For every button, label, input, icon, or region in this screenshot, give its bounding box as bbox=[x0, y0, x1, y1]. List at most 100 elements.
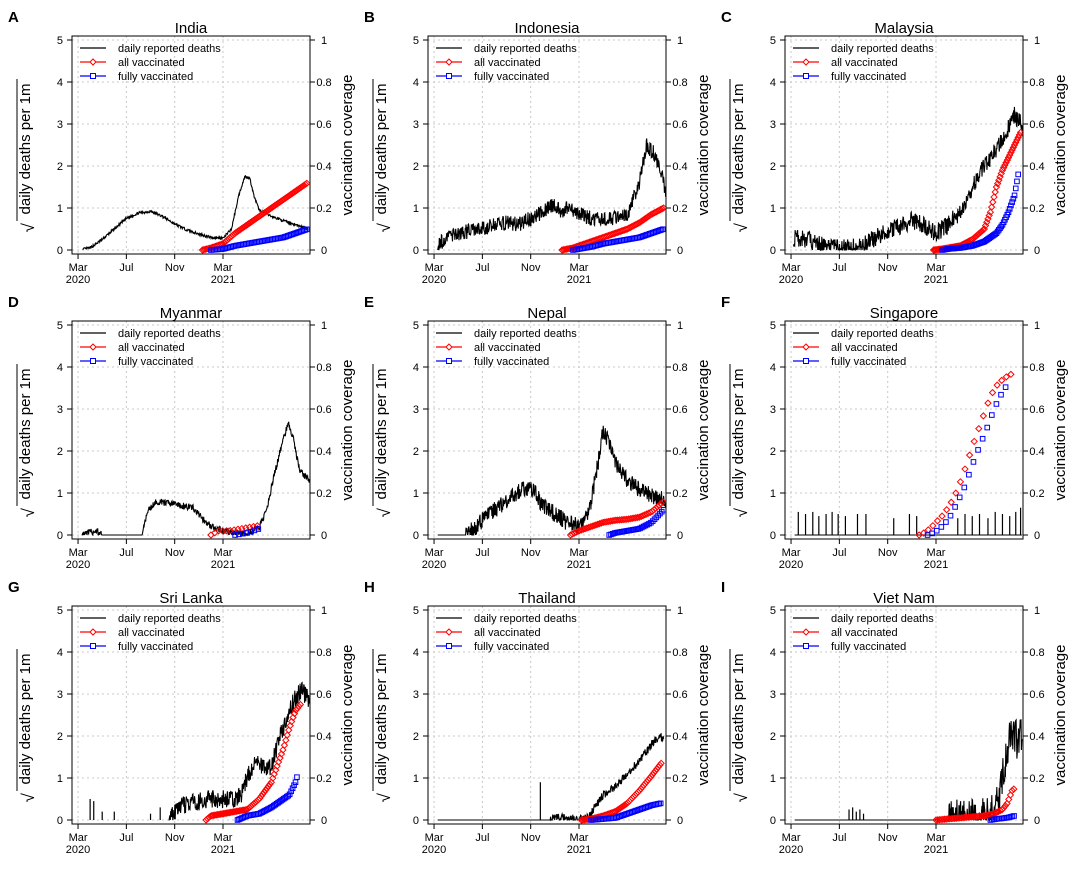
deaths-line bbox=[794, 718, 1023, 822]
fully-vaccinated-marker bbox=[943, 519, 949, 525]
y-left-tick-label: 1 bbox=[770, 488, 776, 500]
y-right-label-group: vaccination coverage bbox=[1052, 75, 1069, 216]
y-left-tick-label: 2 bbox=[770, 731, 776, 743]
fully-vaccinated-marker bbox=[286, 791, 293, 798]
y-left-tick-label: 2 bbox=[413, 731, 419, 743]
all-vaccinated-marker bbox=[295, 702, 303, 711]
y-left-label: daily deaths per 1m bbox=[17, 654, 34, 785]
fully-vaccinated-marker bbox=[1006, 206, 1013, 212]
all-vaccinated-marker bbox=[642, 510, 651, 518]
panel-title: Thailand bbox=[518, 590, 576, 607]
panel-letter: C bbox=[721, 9, 732, 26]
all-vaccinated-marker bbox=[610, 516, 618, 525]
y-left-tick-label: 0 bbox=[770, 245, 776, 257]
x-tick-label: Mar bbox=[782, 262, 801, 274]
y-left-label: daily deaths per 1m bbox=[730, 369, 747, 500]
y-left-label-group: daily deaths per 1m √ bbox=[16, 649, 38, 802]
y-right-tick-label: 0 bbox=[321, 245, 327, 257]
y-left-tick-label: 3 bbox=[57, 119, 63, 131]
fully-vaccinated-marker bbox=[288, 788, 294, 795]
deaths-line bbox=[792, 106, 1023, 252]
x-tick-label: Mar bbox=[927, 547, 946, 559]
y-right-tick-label: 0.4 bbox=[316, 446, 331, 458]
legend-full-marker bbox=[803, 358, 809, 364]
y-left-tick-label: 2 bbox=[770, 161, 776, 173]
x-tick-label: Mar bbox=[214, 547, 233, 559]
plot-frame bbox=[71, 605, 311, 825]
y-right-tick-label: 0.2 bbox=[1029, 203, 1044, 215]
all-vaccinated-marker bbox=[641, 511, 649, 519]
x-tick-label: Nov bbox=[165, 262, 185, 274]
all-vaccinated-marker bbox=[637, 512, 645, 521]
legend-all-label: all vaccinated bbox=[474, 57, 541, 69]
y-right-tick-label: 1 bbox=[1034, 320, 1040, 332]
panel-title: Singapore bbox=[870, 305, 938, 322]
y-right-tick-label: 0.8 bbox=[1029, 362, 1044, 374]
all-vaccinated-marker bbox=[1006, 791, 1015, 799]
all-vaccinated-marker bbox=[961, 465, 969, 473]
fully-vaccinated-marker bbox=[300, 227, 307, 234]
y-right-tick-label: 0.4 bbox=[1029, 731, 1044, 743]
all-vaccinated-marker bbox=[584, 523, 593, 532]
data-layer bbox=[792, 106, 1023, 254]
y-left-tick-label: 2 bbox=[57, 731, 63, 743]
y-left-tick-label: 3 bbox=[770, 689, 776, 701]
legend: daily reported deaths all vaccinated fully… bbox=[80, 328, 221, 368]
all-vaccinated-marker bbox=[952, 489, 960, 497]
all-vaccinated-marker bbox=[655, 501, 664, 509]
y-right-tick-label: 0.4 bbox=[316, 731, 331, 743]
all-vaccinated-marker bbox=[574, 527, 582, 536]
all-vaccinated-marker bbox=[266, 780, 274, 788]
y-left-tick-label: 2 bbox=[770, 446, 776, 458]
fully-vaccinated-marker bbox=[243, 530, 250, 536]
panel-title: Viet Nam bbox=[873, 590, 934, 607]
x-tick-label: Nov bbox=[521, 832, 541, 844]
sqrt-symbol: √ bbox=[375, 222, 394, 232]
x-tick-year: 2021 bbox=[567, 559, 591, 571]
x-tick-year: 2021 bbox=[924, 559, 948, 571]
all-vaccinated-marker bbox=[632, 514, 640, 522]
y-right-tick-label: 0.2 bbox=[672, 773, 687, 785]
y-right-tick-label: 0 bbox=[677, 815, 683, 827]
deaths-line bbox=[437, 732, 665, 823]
data-layer bbox=[437, 138, 666, 254]
x-tick-year: 2021 bbox=[211, 274, 235, 286]
x-tick-label: Jul bbox=[832, 262, 846, 274]
panel-letter: I bbox=[721, 579, 725, 596]
y-left-tick-label: 4 bbox=[57, 77, 63, 89]
all-vaccinated-marker bbox=[990, 193, 998, 201]
y-right-tick-label: 0 bbox=[677, 245, 683, 257]
y-right-tick-label: 1 bbox=[321, 35, 327, 47]
sqrt-symbol: √ bbox=[732, 507, 751, 517]
y-left-tick-label: 3 bbox=[57, 689, 63, 701]
y-left-tick-label: 2 bbox=[57, 446, 63, 458]
legend-all-marker bbox=[802, 58, 810, 66]
y-left-tick-label: 1 bbox=[413, 488, 419, 500]
all-vaccinated-marker bbox=[1016, 128, 1023, 137]
all-vaccinated-marker bbox=[956, 478, 965, 486]
x-tick-label: Nov bbox=[521, 262, 541, 274]
sqrt-symbol: √ bbox=[375, 507, 394, 517]
y-right-label-group: vaccination coverage bbox=[1052, 645, 1069, 786]
all-vaccinated-marker bbox=[595, 519, 604, 528]
deaths-line bbox=[437, 138, 666, 251]
all-vaccinated-marker bbox=[1002, 373, 1011, 381]
y-right-tick-label: 0.6 bbox=[1029, 404, 1044, 416]
all-vaccinated-marker bbox=[938, 512, 946, 520]
y-right-label: vaccination coverage bbox=[339, 75, 356, 216]
data-layer bbox=[794, 370, 1022, 539]
legend-all-marker bbox=[89, 343, 97, 351]
y-right-tick-label: 0.4 bbox=[672, 731, 687, 743]
panel-title: Myanmar bbox=[160, 305, 223, 322]
y-left-tick-label: 5 bbox=[770, 320, 776, 332]
y-right-label: vaccination coverage bbox=[1052, 75, 1069, 216]
x-tick-label: Mar bbox=[425, 262, 444, 274]
legend-all-label: all vaccinated bbox=[118, 342, 185, 354]
x-tick-year: 2021 bbox=[924, 274, 948, 286]
all-vaccinated-marker bbox=[260, 788, 268, 796]
all-vaccinated-marker bbox=[993, 381, 1001, 389]
fully-vaccinated-marker bbox=[1014, 178, 1020, 185]
fully-vaccinated-marker bbox=[1009, 199, 1015, 205]
